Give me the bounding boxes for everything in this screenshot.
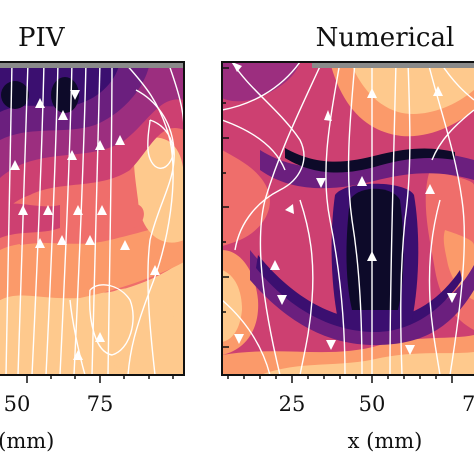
piv-contour-plot	[0, 62, 184, 375]
numerical-x-tick-label: 50	[359, 392, 386, 416]
piv-x-axis-label: x (mm)	[0, 429, 54, 453]
piv-contour-region	[0, 215, 184, 300]
piv-contour-region	[1, 81, 29, 109]
numerical-contour-region	[350, 62, 474, 114]
numerical-contour-region	[222, 270, 242, 342]
piv-title: PIV	[18, 23, 66, 53]
numerical-contour-region	[346, 188, 404, 310]
piv-streamline-arrows	[10, 90, 160, 360]
numerical-x-tick-label: 75	[462, 392, 474, 416]
piv-x-tick-label: 75	[87, 392, 114, 416]
numerical-contour-region	[260, 352, 474, 375]
piv-contour-region	[95, 288, 176, 369]
numerical-y-ticks	[222, 67, 229, 348]
piv-x-tick-label: 50	[4, 392, 31, 416]
numerical-title: Numerical	[316, 23, 455, 53]
numerical-contour-region	[222, 62, 300, 102]
numerical-contour-region	[222, 150, 270, 246]
numerical-inlet-bar	[312, 62, 474, 68]
numerical-contour-region	[260, 150, 474, 189]
numerical-contour-region	[285, 148, 455, 173]
numerical-x-tick-label: 25	[279, 392, 306, 416]
numerical-contour-region	[250, 250, 474, 345]
piv-plot-frame	[0, 61, 185, 376]
numerical-streamlines	[222, 62, 474, 375]
piv-contour-region	[134, 137, 184, 243]
numerical-streamline-arrows	[232, 62, 457, 355]
piv-x-ticks	[26, 375, 174, 383]
numerical-x-ticks	[227, 375, 453, 383]
piv-inlet-bar	[0, 62, 184, 68]
numerical-contour-plot	[222, 62, 474, 375]
numerical-plot-frame	[221, 61, 474, 376]
piv-streamlines	[5, 62, 184, 375]
numerical-x-axis-label: x (mm)	[348, 429, 423, 453]
